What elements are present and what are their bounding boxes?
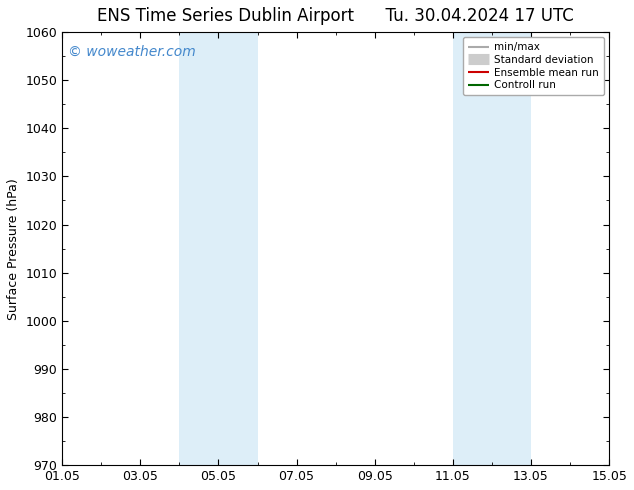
Text: © woweather.com: © woweather.com: [68, 45, 195, 59]
Title: ENS Time Series Dublin Airport      Tu. 30.04.2024 17 UTC: ENS Time Series Dublin Airport Tu. 30.04…: [97, 7, 574, 25]
Y-axis label: Surface Pressure (hPa): Surface Pressure (hPa): [7, 178, 20, 319]
Bar: [453, 32, 531, 465]
Bar: [179, 32, 257, 465]
Legend: min/max, Standard deviation, Ensemble mean run, Controll run: min/max, Standard deviation, Ensemble me…: [463, 37, 604, 96]
